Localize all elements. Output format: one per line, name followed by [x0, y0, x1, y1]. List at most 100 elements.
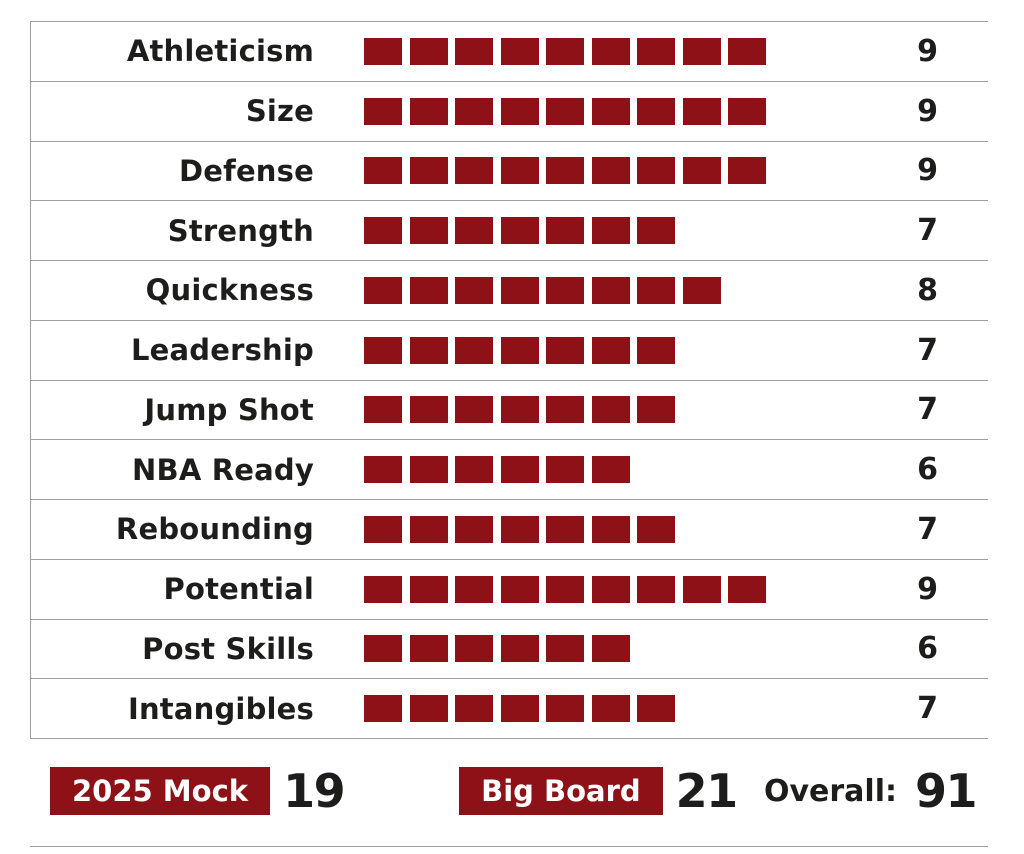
rating-block — [409, 515, 448, 543]
rating-block — [409, 456, 448, 484]
rating-block — [591, 575, 630, 603]
rating-block — [637, 515, 675, 543]
big-board-badge: Big Board — [459, 767, 663, 815]
rating-value: 7 — [917, 332, 938, 368]
rating-block — [455, 515, 493, 543]
rating-block — [546, 217, 584, 245]
rating-block — [500, 635, 539, 663]
rating-block — [546, 635, 584, 663]
rating-row: Post Skills 6 — [31, 618, 988, 679]
mock-badge-label: 2025 Mock — [72, 774, 249, 808]
rating-block — [682, 157, 721, 185]
rating-label: Leadership — [130, 333, 314, 368]
rating-block — [591, 695, 630, 723]
rating-block — [455, 336, 493, 364]
rating-block — [637, 276, 675, 304]
summary-footer: 2025 Mock 19 Big Board 21 Overall: 91 — [0, 767, 1024, 815]
rating-block — [409, 97, 448, 125]
rating-row: Size 9 — [31, 80, 988, 141]
rating-block — [364, 276, 402, 304]
rating-block — [728, 37, 766, 65]
rating-block — [455, 695, 493, 723]
ratings-table: Athleticism 9 Size 9 Defense 9 Strength 7 Quickn… — [30, 21, 988, 739]
rating-blocks — [364, 276, 868, 304]
rating-block — [546, 396, 584, 424]
rating-block — [455, 217, 493, 245]
rating-block — [364, 575, 402, 603]
rating-label: Size — [245, 94, 314, 129]
rating-blocks — [364, 217, 868, 245]
rating-blocks — [364, 97, 868, 125]
mock-value: 19 — [283, 764, 346, 818]
rating-block — [637, 37, 675, 65]
rating-value: 7 — [917, 691, 938, 727]
rating-block — [637, 336, 675, 364]
rating-block — [455, 396, 493, 424]
rating-block — [546, 157, 584, 185]
rating-block — [364, 695, 402, 723]
rating-block — [591, 396, 630, 424]
rating-block — [409, 336, 448, 364]
rating-row: Quickness 8 — [31, 260, 988, 320]
rating-blocks — [364, 396, 868, 424]
rating-block — [364, 635, 402, 663]
rating-row: NBA Ready 6 — [31, 439, 988, 499]
rating-blocks — [364, 695, 868, 723]
rating-value: 6 — [917, 631, 938, 667]
rating-block — [409, 157, 448, 185]
rating-block — [546, 336, 584, 364]
rating-block — [637, 575, 675, 603]
rating-value: 8 — [917, 272, 938, 308]
rating-block — [637, 396, 675, 424]
rating-block — [591, 157, 630, 185]
rating-block — [409, 575, 448, 603]
rating-blocks — [364, 575, 868, 603]
rating-block — [455, 157, 493, 185]
rating-block — [682, 575, 721, 603]
rating-row: Leadership 7 — [31, 319, 988, 380]
rating-row: Jump Shot 7 — [31, 379, 988, 440]
rating-block — [546, 276, 584, 304]
rating-block — [546, 97, 584, 125]
rating-value: 9 — [917, 93, 938, 129]
rating-block — [409, 695, 448, 723]
rating-value: 9 — [917, 153, 938, 189]
rating-block — [500, 276, 539, 304]
rating-block — [591, 276, 630, 304]
rating-block — [591, 217, 630, 245]
rating-block — [682, 37, 721, 65]
rating-row: Strength 7 — [31, 200, 988, 260]
rating-block — [637, 217, 675, 245]
rating-block — [409, 635, 448, 663]
rating-label: Quickness — [145, 273, 314, 308]
rating-label: Potential — [163, 572, 314, 607]
rating-label: Jump Shot — [144, 392, 314, 427]
rating-block — [682, 276, 721, 304]
rating-block — [728, 575, 766, 603]
rating-block — [364, 456, 402, 484]
rating-block — [546, 456, 584, 484]
rating-label: Defense — [178, 153, 314, 188]
rating-blocks — [364, 456, 868, 484]
overall-value: 91 — [914, 764, 978, 818]
rating-block — [591, 635, 630, 663]
rating-label: Intangibles — [127, 691, 314, 726]
rating-block — [364, 336, 402, 364]
rating-label: Rebounding — [115, 512, 314, 547]
rating-block — [591, 515, 630, 543]
rating-block — [500, 157, 539, 185]
bottom-rule — [30, 846, 988, 847]
rating-label: NBA Ready — [132, 452, 314, 487]
rating-row: Athleticism 9 — [31, 21, 988, 81]
rating-block — [455, 37, 493, 65]
rating-block — [455, 276, 493, 304]
rating-block — [591, 336, 630, 364]
rating-block — [728, 97, 766, 125]
rating-block — [591, 97, 630, 125]
rating-value: 9 — [917, 571, 938, 607]
rating-block — [455, 97, 493, 125]
rating-label: Athleticism — [126, 34, 314, 69]
rating-blocks — [364, 336, 868, 364]
rating-block — [455, 635, 493, 663]
